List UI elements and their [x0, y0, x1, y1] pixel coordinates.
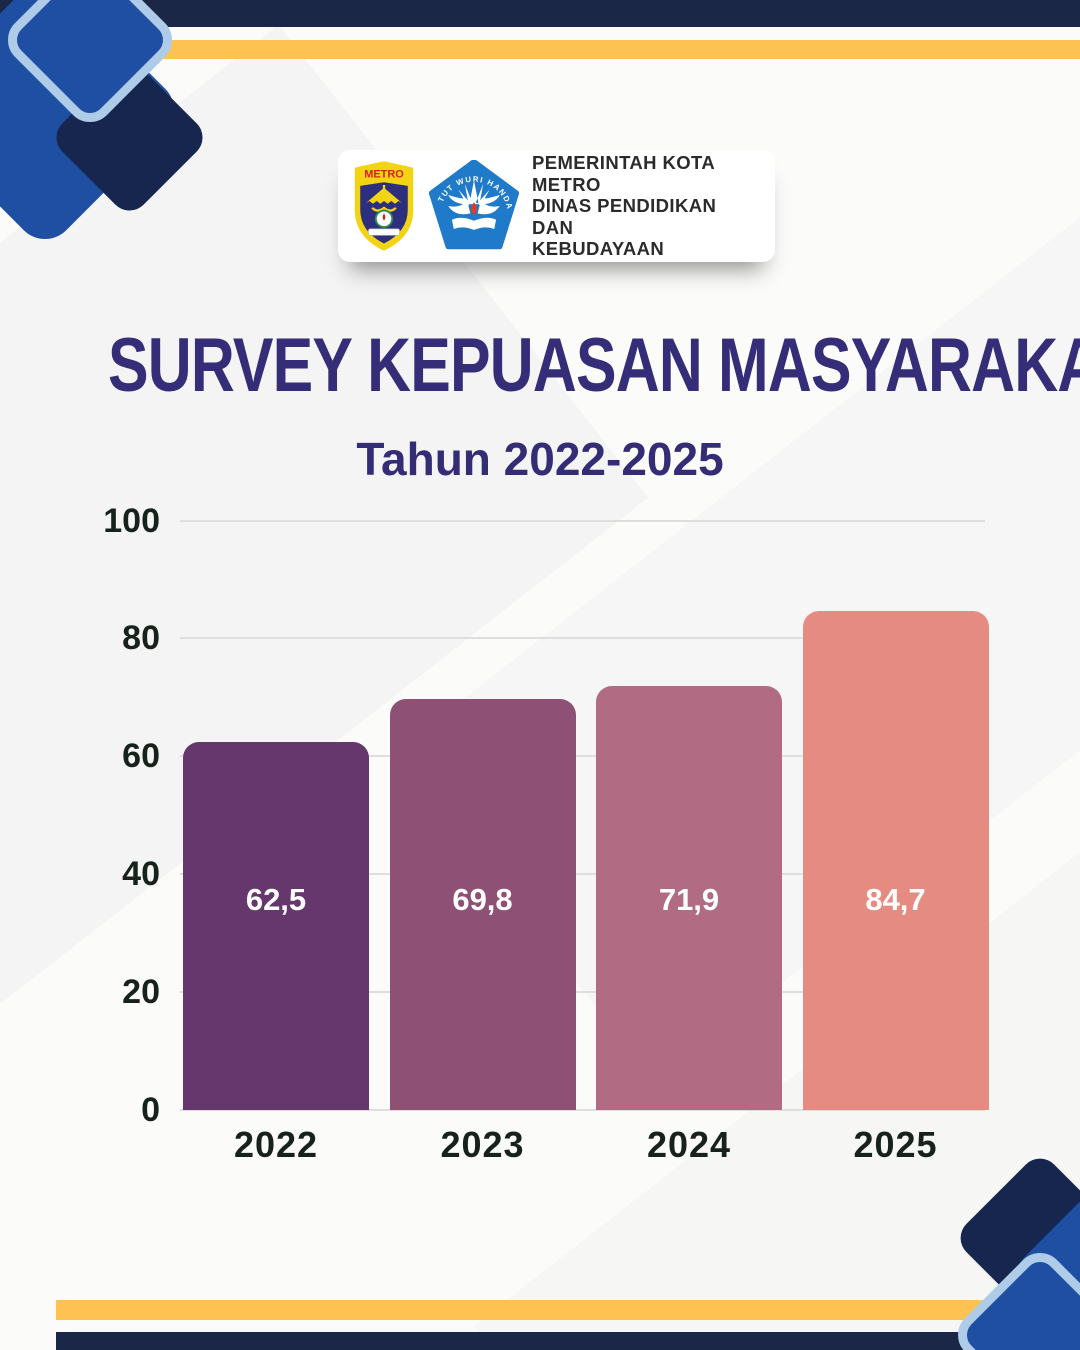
- y-axis-tick-100: 100: [103, 501, 160, 540]
- metro-logo-label: METRO: [364, 169, 404, 181]
- gridline-0: [180, 1109, 985, 1111]
- gridline-80: [180, 637, 985, 640]
- y-axis-tick-60: 60: [122, 737, 160, 776]
- x-axis-label-2023: 2023: [440, 1124, 525, 1165]
- x-axis-label-2024: 2024: [646, 1124, 732, 1165]
- bar-value-2025: 84,7: [865, 882, 926, 917]
- gridline-20: [180, 991, 985, 994]
- org-line-3: KEBUDAYAAN: [532, 238, 665, 260]
- page-subtitle: Tahun 2022-2025: [356, 433, 724, 485]
- page-title: SURVEY KEPUASAN MASYARAKAT: [108, 323, 1080, 408]
- y-axis-tick-0: 0: [141, 1091, 160, 1129]
- org-line-1: PEMERINTAH KOTA METRO: [532, 151, 715, 195]
- bar-2022: [183, 741, 369, 1110]
- bottom-navy-stripe: [56, 1332, 1080, 1350]
- bar-2024: [596, 686, 782, 1110]
- header-card: METRO TUT WURI HANDAYANI PEMERINTAH KOTA…: [338, 150, 775, 262]
- bar-value-2024: 71,9: [658, 882, 720, 917]
- bottom-yellow-stripe: [56, 1300, 1080, 1320]
- y-axis-tick-40: 40: [122, 855, 160, 894]
- x-axis-label-2025: 2025: [853, 1124, 938, 1165]
- y-axis-tick-80: 80: [122, 619, 160, 658]
- bar-2023: [389, 698, 576, 1110]
- gridline-100: [180, 519, 985, 522]
- x-axis-label-2022: 2022: [233, 1124, 319, 1165]
- tut-wuri-handayani-logo: TUT WURI HANDAYANI: [428, 160, 520, 250]
- gridline-60: [180, 755, 985, 758]
- bar-value-2023: 69,8: [452, 882, 513, 917]
- bar-2025: [802, 610, 989, 1110]
- metro-city-logo: METRO: [354, 161, 414, 251]
- organization-name: PEMERINTAH KOTA METRO DINAS PENDIDIKAN D…: [532, 152, 761, 260]
- org-line-2: DINAS PENDIDIKAN DAN: [532, 195, 717, 238]
- gridline-40: [180, 873, 985, 876]
- y-axis-tick-20: 20: [122, 973, 160, 1012]
- bar-value-2022: 62,5: [245, 882, 307, 917]
- top-navy-stripe: [0, 0, 1080, 27]
- top-yellow-stripe: [0, 40, 1080, 59]
